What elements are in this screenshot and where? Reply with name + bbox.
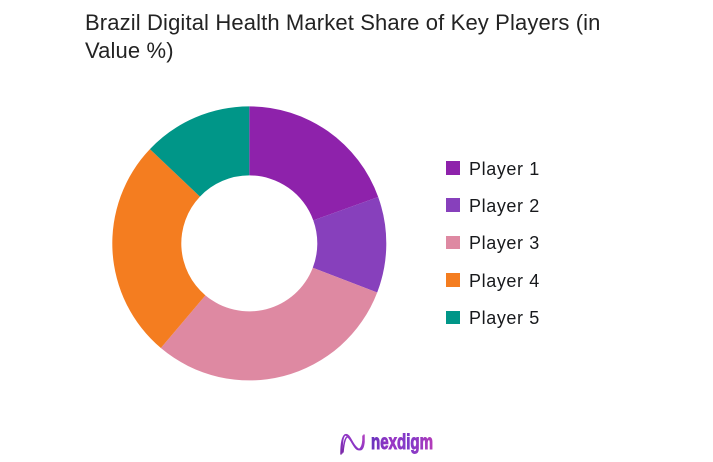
svg-text:nexdigm: nexdigm xyxy=(371,431,433,454)
